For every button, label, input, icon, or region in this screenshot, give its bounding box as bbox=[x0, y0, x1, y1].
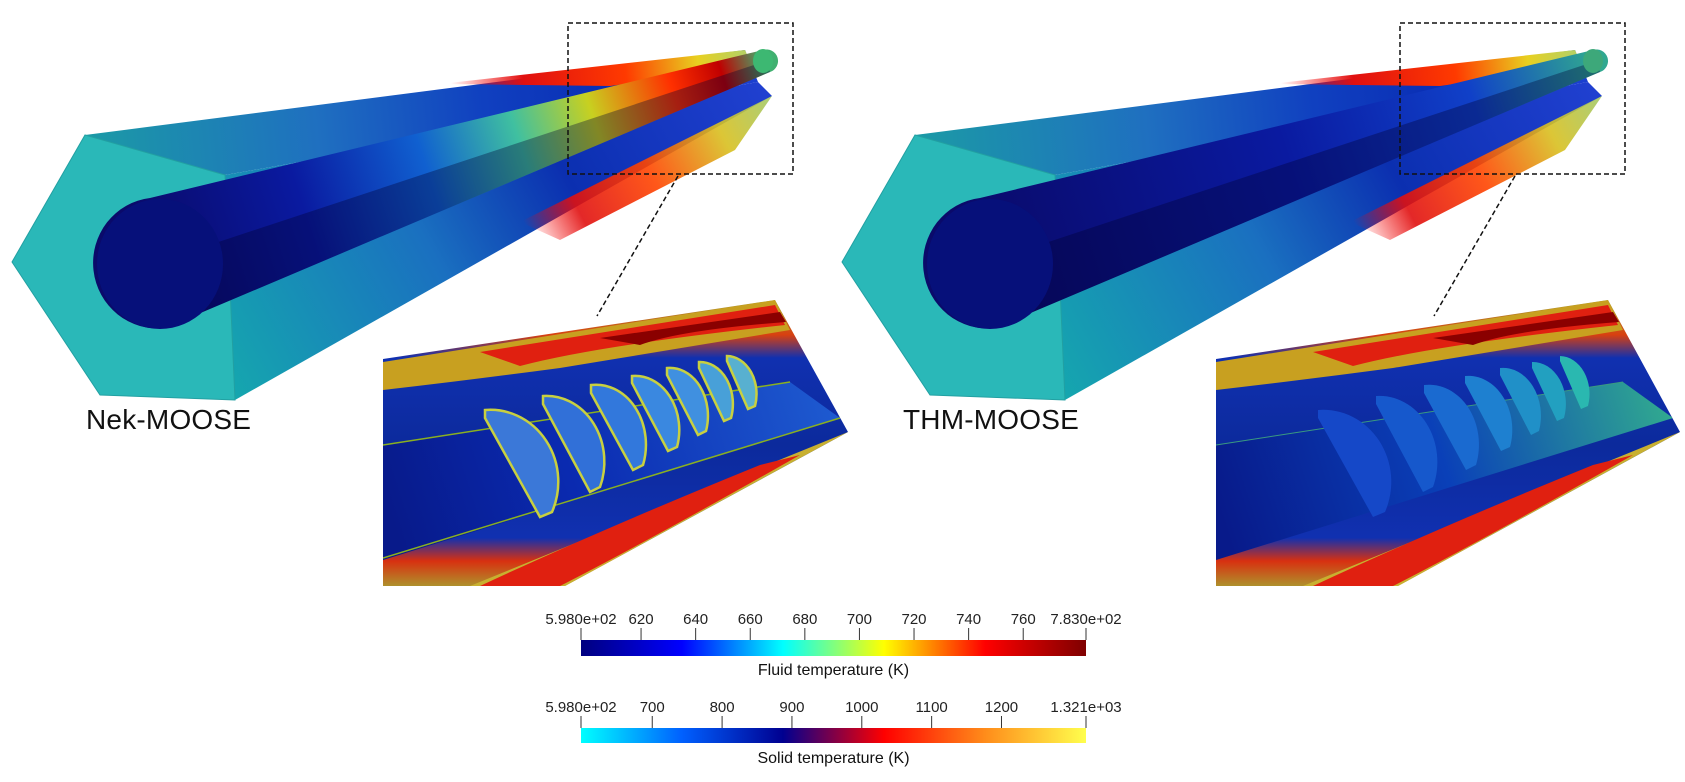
colorbar-0-gradient bbox=[581, 640, 1086, 656]
colorbar-0-tick-label: 620 bbox=[629, 611, 654, 628]
colorbar-0-tick-label: 680 bbox=[792, 611, 817, 628]
colorbar-0-tick-label: 5.980e+02 bbox=[545, 611, 616, 628]
colorbar-0-tick-label: 660 bbox=[738, 611, 763, 628]
colorbar-1-tick-label: 1000 bbox=[845, 699, 878, 716]
panel-label-nek-moose: Nek-MOOSE bbox=[86, 404, 252, 435]
colorbar-1-tick-label: 800 bbox=[710, 699, 735, 716]
colorbar-0-tick-label: 760 bbox=[1011, 611, 1036, 628]
zoom-box-right bbox=[1399, 22, 1626, 175]
zoom-leader-line-right bbox=[1433, 175, 1516, 317]
colorbar-1-tick-label: 1.321e+03 bbox=[1050, 699, 1121, 716]
nek-moose-zoom-inset bbox=[383, 300, 848, 586]
colorbar-1-tick-label: 1200 bbox=[985, 699, 1018, 716]
panel-label-thm-moose: THM-MOOSE bbox=[903, 404, 1080, 435]
colorbar-1-tick-label: 700 bbox=[640, 699, 665, 716]
colorbar-0-tick-label: 720 bbox=[902, 611, 927, 628]
colorbar-1-tick-label: 5.980e+02 bbox=[545, 699, 616, 716]
colorbar-0-tick-label: 700 bbox=[847, 611, 872, 628]
colorbar-1-gradient bbox=[581, 728, 1086, 743]
nek-moose-rod-bundle-render bbox=[11, 49, 779, 401]
colorbar-0-tick-label: 640 bbox=[683, 611, 708, 628]
thm-moose-zoom-inset bbox=[1216, 300, 1680, 586]
colorbar-0-title: Fluid temperature (K) bbox=[758, 662, 909, 679]
zoom-box-left bbox=[567, 22, 794, 175]
colorbar-1-tick-label: 1100 bbox=[916, 699, 948, 716]
colorbar-legends: 5.980e+02 620 640 660 680 700 720 740 760 7.830e+… bbox=[545, 611, 1121, 767]
thm-moose-rod-bundle-render bbox=[841, 49, 1609, 401]
colorbar-1-title: Solid temperature (K) bbox=[757, 750, 909, 767]
colorbar-0-tick-label: 740 bbox=[956, 611, 981, 628]
zoom-leader-line-left bbox=[596, 175, 679, 317]
colorbar-0-tick-label: 7.830e+02 bbox=[1050, 611, 1121, 628]
colorbar-1-tick-label: 900 bbox=[779, 699, 804, 716]
